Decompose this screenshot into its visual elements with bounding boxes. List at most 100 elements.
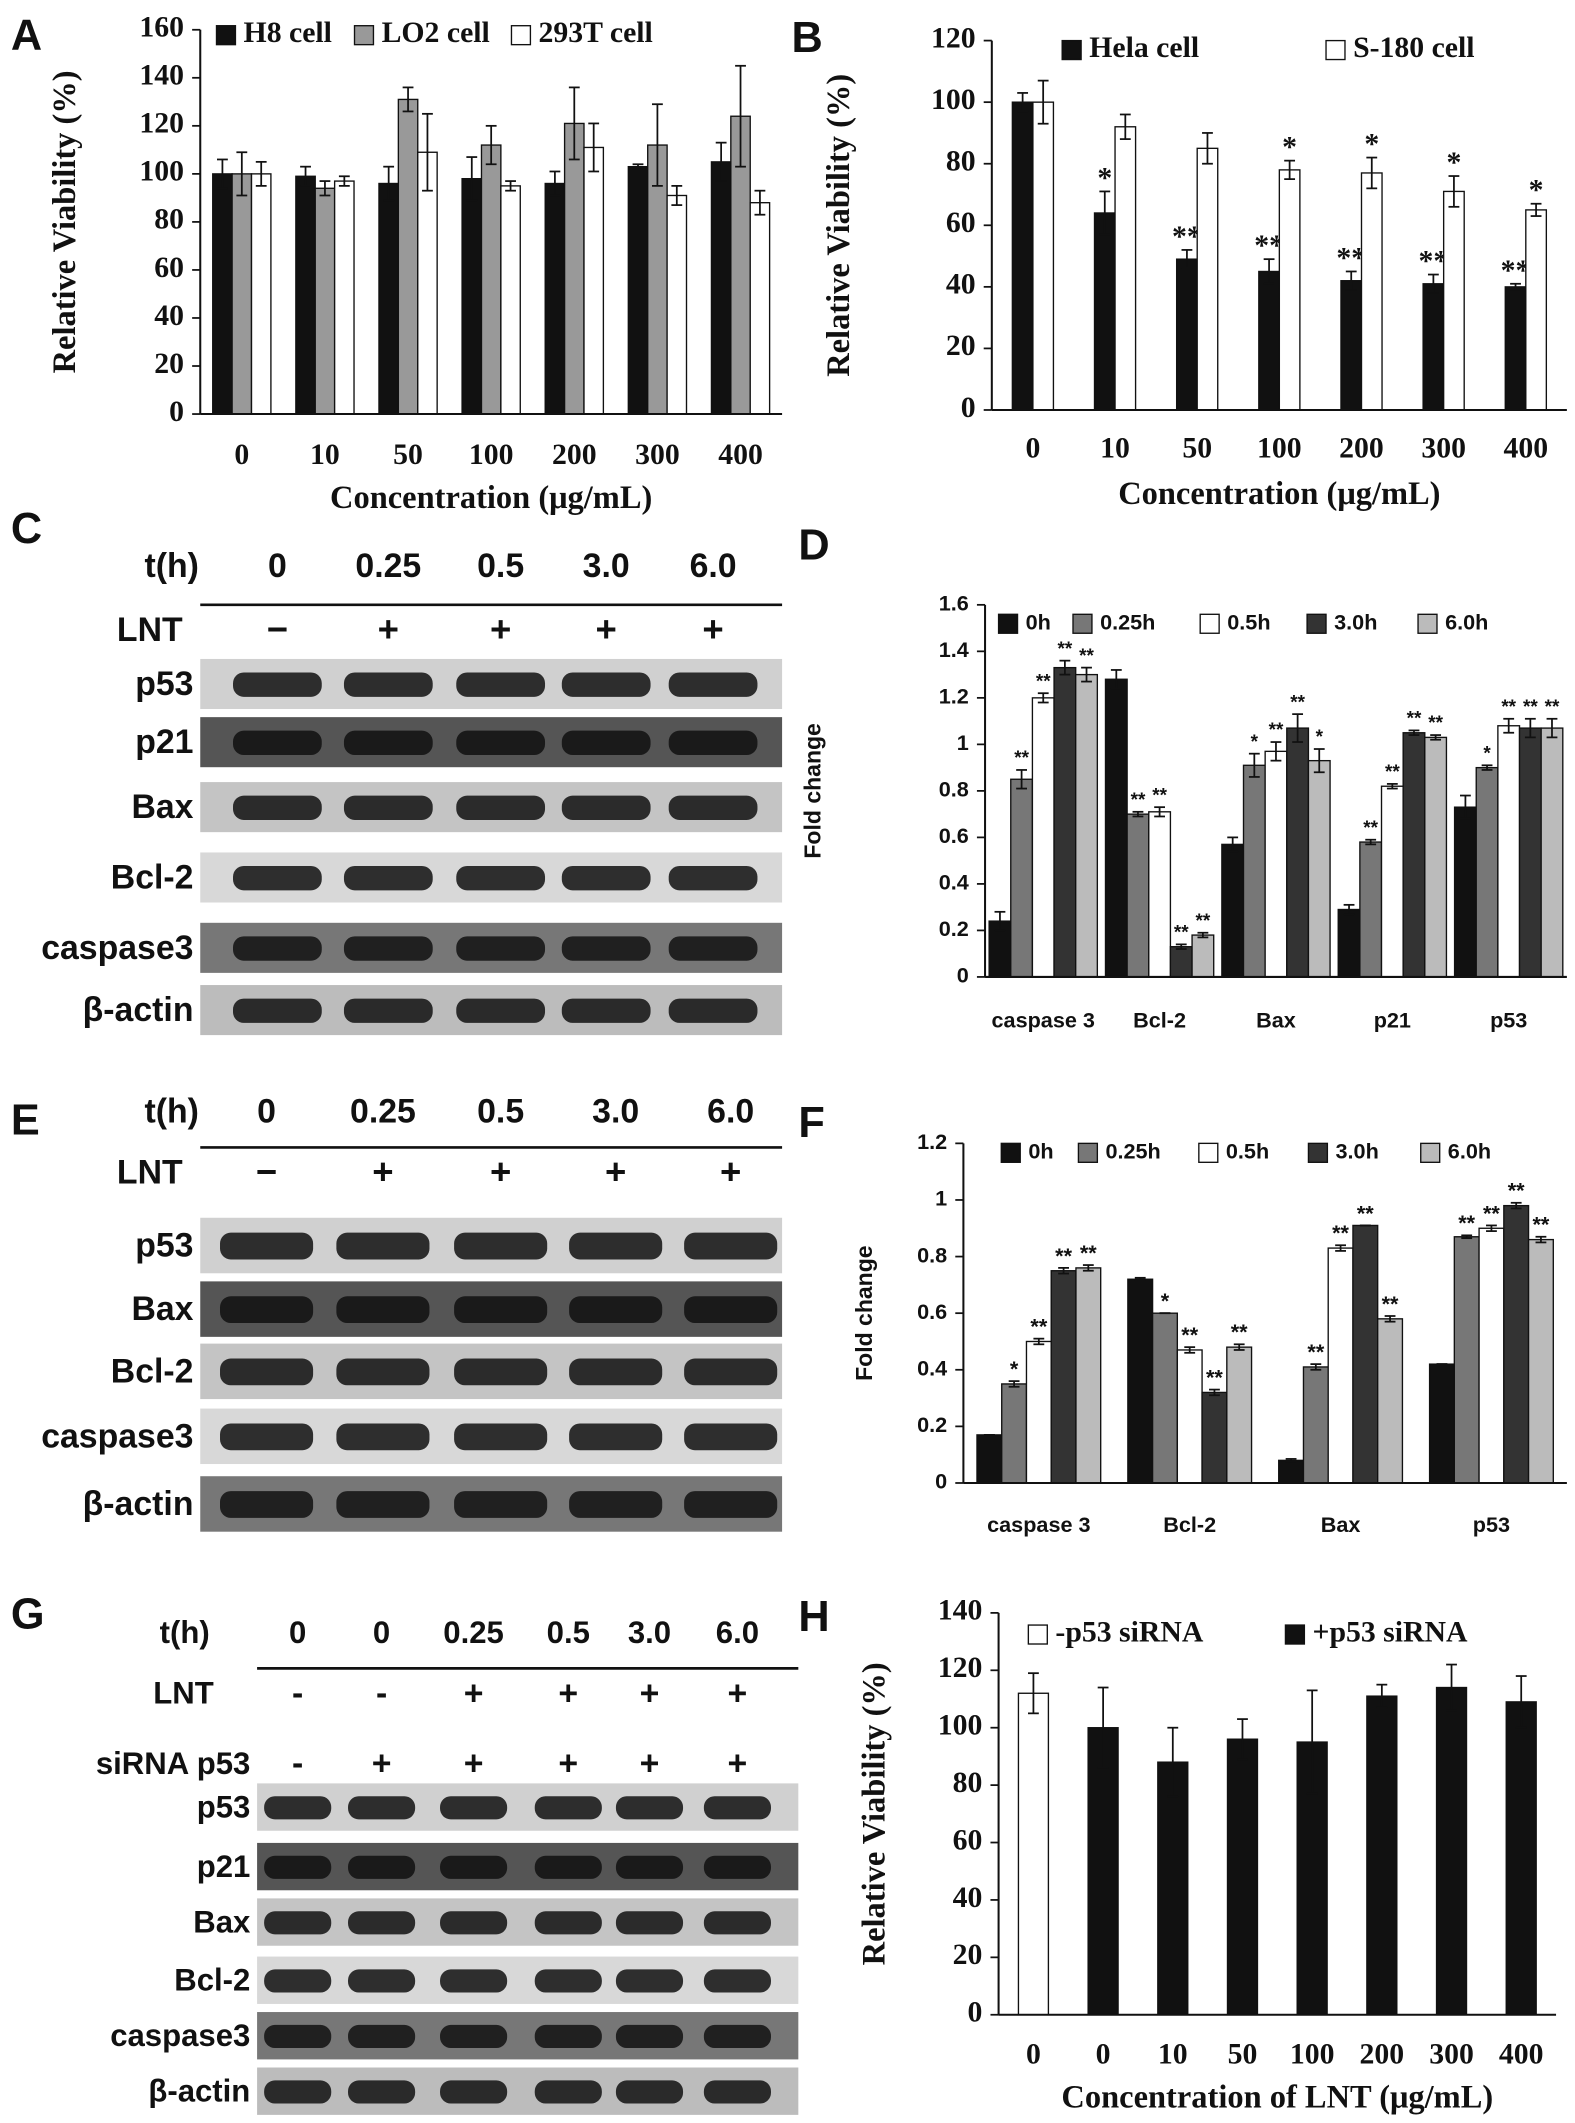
bar xyxy=(250,173,272,415)
bar xyxy=(1366,1695,1398,2016)
blot-band xyxy=(343,730,433,756)
blot-band xyxy=(561,730,651,756)
blot-band xyxy=(264,1855,332,1879)
legend-swatch xyxy=(1072,613,1093,634)
treatment-sign: + xyxy=(728,1745,748,1783)
bar xyxy=(1278,1459,1305,1484)
bar xyxy=(627,165,649,415)
chart: 0 10 50 100 200 300 400 0 20 40 60 80 100 120 140 160 Co… xyxy=(11,11,783,516)
blot-band xyxy=(348,2080,416,2104)
significance-label: ** xyxy=(1363,818,1378,839)
protein-label: p21 xyxy=(135,723,193,761)
treatment-label: LNT xyxy=(153,1676,213,1711)
y-axis-title: Fold change xyxy=(851,1245,877,1380)
significance-label: ** xyxy=(1055,1243,1072,1268)
chart: 0 10*50**100***200***300***400***02040608… xyxy=(792,14,1567,512)
blot-band xyxy=(336,1423,430,1451)
error-bar xyxy=(1503,717,1515,734)
time-label: 3.0 xyxy=(583,547,630,585)
x-tick-label: 50 xyxy=(1182,431,1212,464)
time-label: 3.0 xyxy=(592,1093,639,1131)
error-bar xyxy=(383,165,395,202)
header-label: t(h) xyxy=(144,547,198,585)
legend-swatch xyxy=(1027,1624,1048,1645)
error-bar xyxy=(1184,1346,1196,1354)
panel-letter: G xyxy=(11,1590,45,1638)
error-bar xyxy=(1284,159,1296,180)
blot-band xyxy=(264,2024,332,2049)
blot-band xyxy=(343,672,433,697)
y-axis-title: Relative Viability (%) xyxy=(821,74,857,377)
legend-label: 0h xyxy=(1026,609,1051,634)
significance-label: * xyxy=(1097,161,1112,194)
bar xyxy=(1201,1391,1228,1484)
error-bar xyxy=(1459,794,1471,820)
time-label: 0 xyxy=(268,547,287,585)
y-axis-title: Relative Viability (%) xyxy=(47,70,83,373)
treatment-label: siRNA p53 xyxy=(96,1746,250,1781)
time-label: 0.5 xyxy=(547,1615,590,1650)
error-bar xyxy=(1515,1675,1527,1729)
blot-band xyxy=(561,672,651,697)
y-axis-title: Relative Viability (%) xyxy=(856,1662,892,1965)
treatment-sign: + xyxy=(605,1151,626,1192)
blot-band xyxy=(264,2080,332,2104)
bar xyxy=(397,98,419,415)
bar xyxy=(1114,126,1137,411)
treatment-sign: + xyxy=(372,1151,393,1192)
bar xyxy=(1435,1686,1468,2016)
panel-letter: C xyxy=(11,505,42,553)
bar xyxy=(1327,1247,1354,1484)
bar xyxy=(1504,286,1527,411)
x-tick-label: 0 xyxy=(1026,2038,1041,2071)
blot-band xyxy=(615,1796,684,1820)
x-tick-label: p53 xyxy=(1473,1512,1510,1537)
y-tick-label: 100 xyxy=(938,1709,983,1742)
legend-label: 0.5h xyxy=(1227,609,1270,634)
panel-letter: F xyxy=(798,1099,824,1147)
error-bar xyxy=(1376,1683,1388,1709)
x-tick-label: 400 xyxy=(718,438,763,471)
error-bar xyxy=(1037,79,1049,125)
error-bar xyxy=(217,158,228,190)
error-bar xyxy=(485,124,497,166)
time-label: 6.0 xyxy=(690,547,737,585)
x-tick-label: Bax xyxy=(1256,1007,1296,1032)
bar xyxy=(1226,1738,1259,2016)
bar xyxy=(1453,1236,1480,1484)
error-bar xyxy=(1524,717,1536,739)
significance-label: ** xyxy=(1501,697,1516,718)
bar xyxy=(1087,1727,1119,2016)
time-label: 0.25 xyxy=(443,1615,504,1650)
y-tick-label: 40 xyxy=(946,268,976,301)
error-bar xyxy=(1008,1380,1020,1388)
blot-band xyxy=(615,1911,684,1935)
x-tick-label: 100 xyxy=(1290,2038,1335,2071)
legend-label: 0.25h xyxy=(1105,1139,1160,1164)
bar xyxy=(1075,673,1099,978)
x-tick-label: Bcl-2 xyxy=(1133,1007,1186,1032)
error-bar xyxy=(651,103,663,187)
x-tick-label: caspase 3 xyxy=(992,1007,1095,1032)
blot-band xyxy=(668,795,758,820)
time-label: 3.0 xyxy=(628,1615,671,1650)
significance-label: * xyxy=(1483,743,1491,764)
bar xyxy=(1475,766,1499,978)
error-bar xyxy=(1167,1726,1179,1798)
blot-band xyxy=(569,1491,663,1518)
error-bar xyxy=(505,180,516,192)
treatment-sign: + xyxy=(720,1151,741,1192)
error-bar xyxy=(1181,249,1193,270)
error-bar xyxy=(255,160,267,187)
legend-label: -p53 siRNA xyxy=(1055,1615,1203,1648)
error-bar xyxy=(1384,1315,1396,1323)
y-tick-label: 1.2 xyxy=(939,684,969,709)
bar xyxy=(1104,678,1128,978)
bar xyxy=(1127,1278,1154,1484)
y-tick-label: 20 xyxy=(946,329,976,362)
error-bar xyxy=(1430,734,1442,741)
blot-band xyxy=(703,1969,771,1993)
significance-label: ** xyxy=(1357,1200,1374,1225)
legend-label: S-180 cell xyxy=(1353,31,1474,64)
legend-swatch xyxy=(1420,1142,1441,1163)
